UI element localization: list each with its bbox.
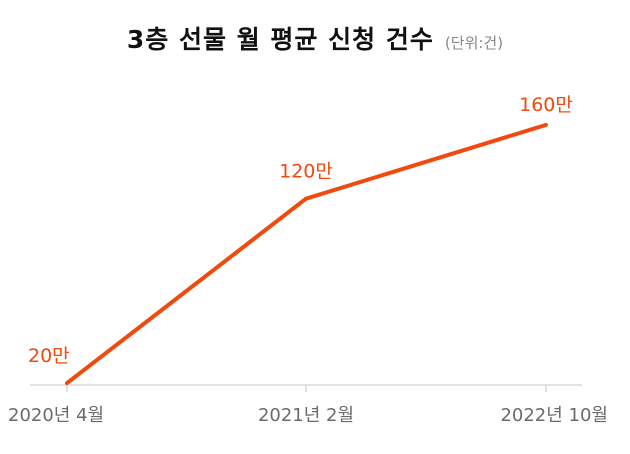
x-tick-label: 2020년 4월 (8, 405, 104, 426)
x-tick-label: 2021년 2월 (258, 405, 354, 426)
series-line (65, 122, 548, 386)
data-label: 20만 (28, 345, 70, 367)
title-row: 3층 선물 월 평균 신청 건수 (단위:건) (0, 20, 630, 56)
x-tick-label: 2022년 10월 (500, 405, 608, 426)
data-label: 120만 (279, 161, 333, 183)
unit-note: (단위:건) (444, 34, 504, 52)
chart-title: 3층 선물 월 평균 신청 건수 (126, 25, 434, 54)
data-label: 160만 (519, 94, 573, 116)
